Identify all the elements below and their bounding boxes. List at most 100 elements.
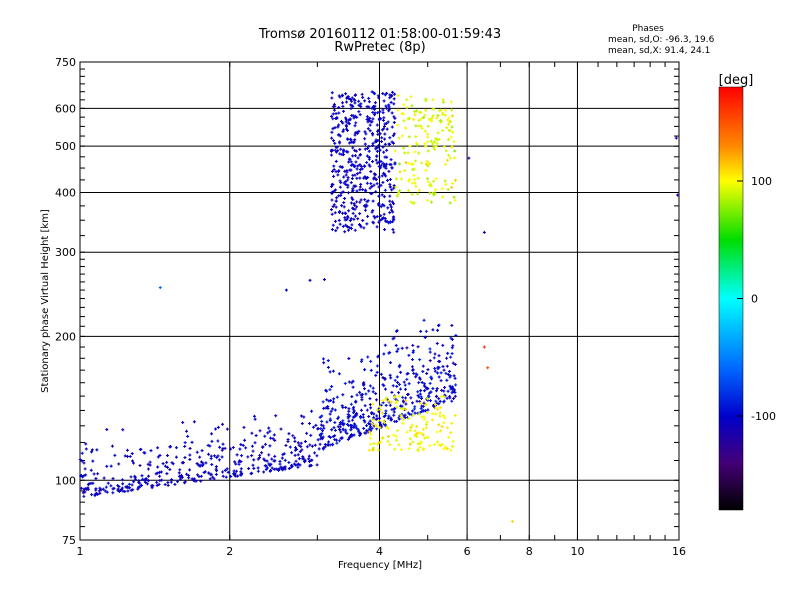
echo-point: [386, 220, 390, 224]
echo-point: [437, 137, 441, 141]
echo-point: [392, 115, 396, 119]
echo-point: [221, 422, 225, 426]
echo-point: [441, 111, 445, 115]
echo-point: [166, 465, 170, 469]
echo-point: [347, 407, 351, 411]
echo-point: [378, 132, 382, 136]
echo-point: [385, 148, 389, 152]
echo-point: [346, 121, 350, 125]
echo-point: [447, 153, 451, 157]
echo-point: [281, 466, 285, 470]
echo-point: [413, 150, 417, 154]
echo-point: [358, 223, 362, 227]
echo-point: [394, 343, 398, 347]
echo-point: [431, 107, 435, 111]
echo-point: [340, 404, 344, 408]
echo-point: [378, 416, 382, 420]
echo-point: [435, 430, 439, 434]
echo-point: [296, 465, 300, 469]
echo-point: [340, 94, 344, 98]
echo-point: [258, 429, 262, 433]
echo-point: [449, 355, 453, 359]
echo-point: [451, 439, 455, 443]
echo-point: [425, 159, 429, 163]
echo-point: [280, 456, 284, 460]
echo-point: [371, 209, 375, 213]
echo-point: [143, 479, 147, 483]
echo-point: [101, 487, 105, 491]
echo-point: [330, 407, 334, 411]
echo-point: [407, 353, 411, 357]
echo-point: [178, 477, 182, 481]
echo-point: [359, 102, 363, 106]
echo-point: [333, 126, 337, 130]
echo-point: [330, 185, 334, 189]
echo-point: [98, 486, 102, 490]
echo-point: [359, 182, 363, 186]
echo-point: [415, 432, 419, 436]
echo-point: [367, 155, 371, 159]
echo-point: [210, 439, 214, 443]
echo-point: [309, 458, 313, 462]
echo-point: [341, 211, 345, 215]
echo-point: [318, 415, 322, 419]
echo-point: [380, 193, 384, 197]
echo-point: [352, 116, 356, 120]
echo-point: [448, 375, 452, 379]
echo-point: [265, 459, 269, 463]
echo-point: [386, 439, 390, 443]
echo-point: [372, 412, 376, 416]
echo-point: [334, 205, 338, 209]
echo-point: [397, 394, 401, 398]
echo-point: [179, 473, 183, 477]
echo-point: [335, 226, 339, 230]
echo-point: [212, 454, 216, 458]
echo-point: [335, 441, 339, 445]
echo-point: [320, 419, 324, 423]
echo-point: [426, 124, 430, 128]
echo-point: [346, 216, 350, 220]
echo-point: [439, 429, 443, 433]
echo-point: [372, 183, 376, 187]
echo-point: [365, 429, 369, 433]
echo-point: [381, 161, 385, 165]
echo-point: [411, 168, 415, 172]
echo-point: [359, 164, 363, 168]
echo-point: [395, 329, 399, 333]
echo-point: [331, 369, 335, 373]
echo-point: [395, 375, 399, 379]
echo-point: [335, 116, 339, 120]
echo-point: [89, 468, 93, 472]
echo-point: [359, 360, 363, 364]
echo-point: [467, 156, 471, 160]
echo-point: [412, 371, 416, 375]
echo-point: [397, 136, 401, 140]
echo-point: [365, 424, 369, 428]
echo-point: [367, 100, 371, 104]
echo-point: [439, 371, 443, 375]
echo-point: [294, 459, 298, 463]
echo-point: [424, 329, 428, 333]
echo-point: [428, 381, 432, 385]
echo-point: [336, 169, 340, 173]
echo-point: [183, 480, 187, 484]
echo-point: [384, 104, 388, 108]
echo-point: [397, 162, 401, 166]
echo-point: [313, 451, 317, 455]
echo-point: [410, 423, 414, 427]
echo-point: [351, 154, 355, 158]
echo-point: [395, 384, 399, 388]
echo-point: [452, 396, 456, 400]
echo-point: [452, 140, 456, 144]
echo-point: [451, 181, 455, 185]
echo-point: [398, 382, 401, 386]
echo-point: [154, 472, 158, 476]
echo-point: [368, 430, 372, 434]
echo-point: [348, 226, 352, 230]
echo-point: [450, 337, 454, 341]
echo-point: [396, 108, 400, 112]
echo-point: [260, 451, 264, 455]
echo-point: [428, 347, 432, 351]
echo-point: [674, 136, 678, 140]
echo-point: [426, 180, 430, 184]
